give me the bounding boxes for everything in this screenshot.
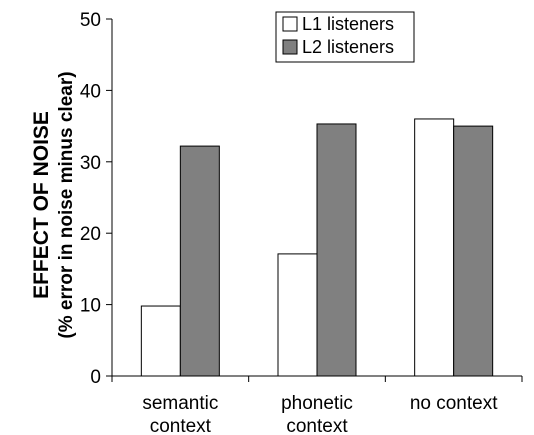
- plot-area: [140, 118, 494, 377]
- bar-l1-1: [277, 253, 318, 377]
- legend-swatch-l2: [282, 39, 298, 55]
- bar-l1-2: [414, 118, 455, 377]
- legend: L1 listeners L2 listeners: [275, 11, 415, 63]
- y-axis: 0 10 20 30 40 50: [80, 10, 113, 388]
- legend-swatch-l1: [282, 16, 298, 32]
- bar-l1-0: [140, 305, 181, 377]
- bar-l2-0: [179, 145, 220, 377]
- x-category-label: context: [286, 416, 348, 435]
- y-tick-label: 20: [80, 224, 101, 245]
- x-axis: semantic context phonetic context no context: [111, 375, 523, 435]
- y-tick-label: 0: [90, 367, 101, 388]
- legend-label-l2: L2 listeners: [302, 37, 394, 57]
- y-tick-label: 50: [80, 10, 101, 31]
- y-axis-sublabel: (% error in noise minus clear): [56, 71, 77, 338]
- y-tick-label: 30: [80, 153, 101, 174]
- x-category-label: phonetic: [281, 393, 353, 414]
- bar-l2-1: [316, 123, 357, 377]
- x-category-label: semantic: [142, 393, 218, 414]
- x-category-label: no context: [410, 393, 498, 414]
- y-axis-title: EFFECT OF NOISE (% error in noise minus …: [30, 71, 77, 338]
- y-tick-label: 40: [80, 81, 101, 102]
- y-axis-label: EFFECT OF NOISE: [30, 111, 53, 299]
- bar-l2-2: [453, 125, 494, 377]
- legend-label-l1: L1 listeners: [302, 14, 394, 34]
- legend-box: [275, 11, 415, 63]
- x-category-label: context: [150, 416, 212, 435]
- y-tick-label: 10: [80, 296, 101, 317]
